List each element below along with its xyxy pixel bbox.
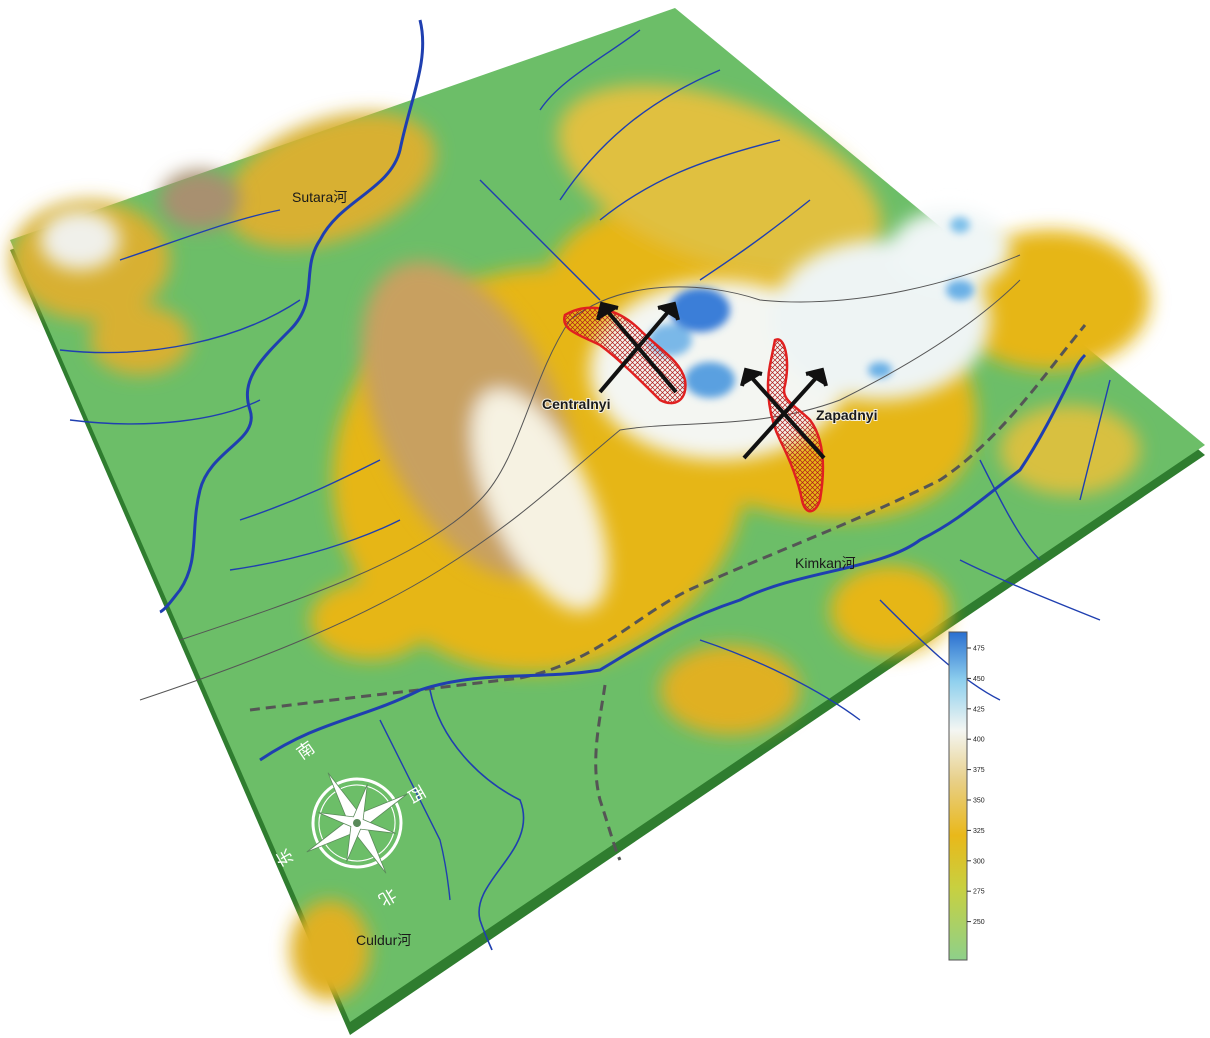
legend-tick-label: 300 bbox=[973, 858, 985, 865]
legend-tick-label: 350 bbox=[973, 798, 985, 805]
legend-tick-label: 425 bbox=[973, 706, 985, 713]
deposit-label-centralnyi: Centralnyi bbox=[542, 396, 610, 412]
river-label-sutara: Sutara河 bbox=[292, 189, 347, 205]
ore-body-centralnyi bbox=[563, 306, 687, 405]
river-network bbox=[59, 19, 1111, 951]
legend-tick-label: 400 bbox=[973, 737, 985, 744]
legend-tick-label: 275 bbox=[973, 889, 985, 896]
elevation-legend: 475 450 425 400 375 350 325 300 275 250 bbox=[948, 631, 985, 961]
legend-tick-label: 450 bbox=[973, 676, 985, 683]
legend-color-bar bbox=[948, 631, 968, 961]
deposit-label-zapadnyi: Zapadnyi bbox=[816, 407, 877, 423]
legend-tick-label: 375 bbox=[973, 767, 985, 774]
contour-line bbox=[139, 279, 1021, 701]
crossed-hammers-icon bbox=[596, 301, 680, 394]
compass-rose-icon bbox=[306, 772, 408, 874]
river-label-culdur: Culdur河 bbox=[356, 932, 411, 948]
legend-tick-label: 475 bbox=[973, 646, 985, 653]
river-label-kimkan: Kimkan河 bbox=[795, 555, 856, 571]
legend-tick-label: 325 bbox=[973, 828, 985, 835]
crossed-hammers-icon bbox=[740, 367, 828, 460]
boundary-line-branch bbox=[594, 684, 622, 861]
legend-tick-label: 250 bbox=[973, 919, 985, 926]
elevation-shading bbox=[10, 84, 1150, 1000]
